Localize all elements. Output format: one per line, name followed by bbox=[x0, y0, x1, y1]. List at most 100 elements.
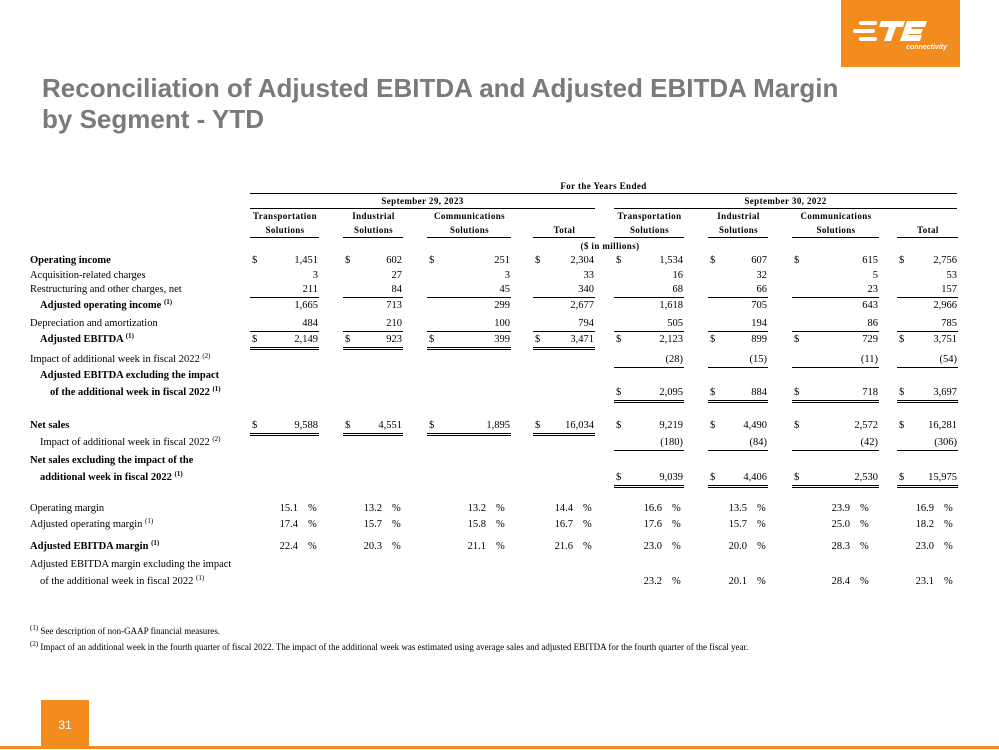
column-header: Transportation bbox=[253, 211, 317, 221]
cell-value: 4,406 bbox=[743, 472, 767, 483]
cell-value: 68 bbox=[672, 284, 684, 295]
row-label-text: of the additional week in fiscal 2022 bbox=[40, 576, 194, 587]
row-label-continued: additional week in fiscal 2022 (1) bbox=[40, 471, 183, 484]
cell-value: 15.1 bbox=[279, 503, 298, 514]
column-header: Solutions bbox=[816, 225, 856, 235]
percent-sign: % bbox=[496, 519, 505, 530]
dollar-sign: $ bbox=[345, 334, 351, 345]
column-header-rule bbox=[343, 237, 403, 238]
total-double-rule bbox=[343, 349, 403, 350]
dollar-sign: $ bbox=[710, 420, 716, 431]
row-label: Impact of additional week in fiscal 2022… bbox=[40, 436, 221, 449]
cell-value: 33 bbox=[583, 270, 595, 281]
total-double-rule bbox=[250, 349, 319, 350]
column-header: Industrial bbox=[717, 211, 760, 221]
cell-value: 15.7 bbox=[363, 519, 382, 530]
footnote-ref: (1) bbox=[145, 517, 154, 525]
row-label: Depreciation and amortization bbox=[30, 318, 158, 329]
te-connectivity-logo: connectivity bbox=[841, 0, 960, 67]
row-label-continued: of the additional week in fiscal 2022 (1… bbox=[50, 385, 221, 399]
dollar-sign: $ bbox=[429, 334, 435, 345]
row-label-text: Impact of additional week in fiscal 2022 bbox=[30, 354, 200, 365]
row-label: Restructuring and other charges, net bbox=[30, 284, 182, 295]
dollar-sign: $ bbox=[429, 255, 435, 266]
row-label: Operating margin bbox=[30, 503, 104, 514]
group-header-2023: September 29, 2023 bbox=[381, 196, 464, 206]
cell-value: 15.8 bbox=[467, 519, 486, 530]
percent-sign: % bbox=[392, 541, 401, 552]
dollar-sign: $ bbox=[899, 420, 905, 431]
percent-sign: % bbox=[944, 503, 953, 514]
cell-value: 15,975 bbox=[928, 472, 957, 483]
cell-value: 20.0 bbox=[728, 541, 747, 552]
total-double-rule bbox=[897, 400, 958, 401]
dollar-sign: $ bbox=[616, 334, 622, 345]
percent-sign: % bbox=[496, 541, 505, 552]
cell-value: 20.1 bbox=[728, 576, 747, 587]
cell-value: 3,471 bbox=[570, 334, 594, 345]
total-double-rule bbox=[250, 433, 319, 434]
percent-sign: % bbox=[672, 519, 681, 530]
row-label: Operating income bbox=[30, 255, 111, 266]
cell-value: 2,304 bbox=[570, 255, 594, 266]
total-double-rule bbox=[614, 485, 684, 486]
percent-sign: % bbox=[672, 503, 681, 514]
total-double-rule bbox=[614, 400, 684, 401]
subtotal-rule bbox=[708, 331, 768, 332]
header-rule bbox=[250, 193, 957, 194]
dollar-sign: $ bbox=[899, 255, 905, 266]
total-double-rule bbox=[708, 485, 768, 486]
cell-value: 2,677 bbox=[570, 300, 594, 311]
cell-value: 211 bbox=[302, 284, 318, 295]
cell-value: 194 bbox=[751, 318, 767, 329]
cell-value: 2,966 bbox=[933, 300, 957, 311]
cell-value: 13.5 bbox=[728, 503, 747, 514]
cell-value: 14.4 bbox=[554, 503, 573, 514]
cell-value: 23.2 bbox=[643, 576, 662, 587]
cell-value: 713 bbox=[386, 300, 402, 311]
cell-value: 340 bbox=[578, 284, 594, 295]
cell-value: 16,034 bbox=[565, 420, 594, 431]
cell-value: 28.4 bbox=[831, 576, 850, 587]
total-double-rule bbox=[533, 433, 595, 434]
row-label-text: Adjusted EBITDA excluding the impact bbox=[40, 370, 220, 381]
cell-value: (180) bbox=[660, 437, 683, 448]
cell-value: 505 bbox=[667, 318, 683, 329]
dollar-sign: $ bbox=[710, 472, 716, 483]
dollar-sign: $ bbox=[535, 334, 541, 345]
cell-value: 602 bbox=[386, 255, 402, 266]
cell-value: (11) bbox=[860, 354, 878, 365]
subtotal-rule bbox=[792, 297, 879, 298]
dollar-sign: $ bbox=[616, 420, 622, 431]
total-double-rule bbox=[792, 402, 879, 403]
cell-value: 1,451 bbox=[294, 255, 318, 266]
dollar-sign: $ bbox=[252, 255, 258, 266]
footnote-ref: (1) bbox=[212, 385, 221, 393]
subtotal-rule bbox=[614, 450, 684, 451]
subtotal-rule bbox=[614, 297, 684, 298]
dollar-sign: $ bbox=[710, 255, 716, 266]
row-label-text: Net sales bbox=[30, 420, 70, 431]
row-label: Net sales excluding the impact of the bbox=[30, 455, 193, 466]
cell-value: 53 bbox=[946, 270, 958, 281]
subtotal-rule bbox=[897, 450, 958, 451]
column-header: Solutions bbox=[629, 225, 670, 235]
dollar-sign: $ bbox=[429, 420, 435, 431]
cell-value: 1,895 bbox=[486, 420, 510, 431]
dollar-sign: $ bbox=[345, 255, 351, 266]
dollar-sign: $ bbox=[710, 334, 716, 345]
column-header: Total bbox=[553, 225, 576, 235]
total-double-rule bbox=[708, 400, 768, 401]
cell-value: 2,572 bbox=[854, 420, 878, 431]
page-title: Reconciliation of Adjusted EBITDA and Ad… bbox=[42, 73, 839, 134]
column-header-rule bbox=[792, 237, 879, 238]
cell-value: 16 bbox=[672, 270, 684, 281]
cell-value: 16,281 bbox=[928, 420, 957, 431]
group-rule-2023 bbox=[250, 208, 595, 209]
cell-value: 9,219 bbox=[659, 420, 683, 431]
percent-sign: % bbox=[392, 503, 401, 514]
subtotal-rule bbox=[250, 297, 319, 298]
percent-sign: % bbox=[672, 541, 681, 552]
cell-value: 23.9 bbox=[831, 503, 850, 514]
footnote-ref: (2) bbox=[202, 352, 211, 360]
